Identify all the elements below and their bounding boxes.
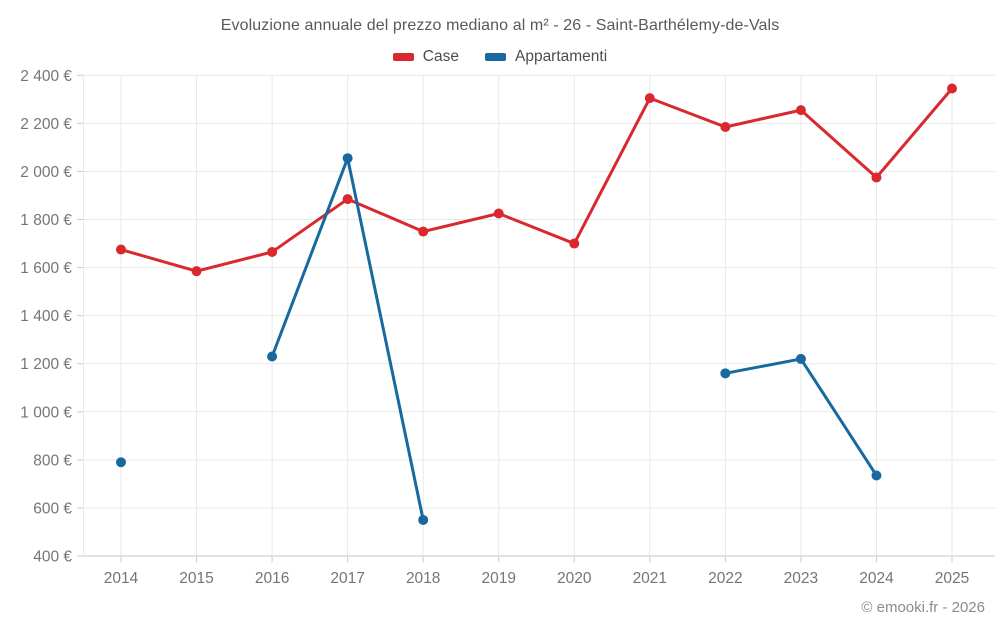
data-point-case-2023[interactable] (795, 105, 806, 116)
data-point-appartamenti-2022[interactable] (720, 368, 731, 379)
y-tick-label: 1 200 € (20, 356, 72, 373)
copyright-credit: © emooki.fr - 2026 (861, 599, 985, 616)
data-point-appartamenti-2023[interactable] (795, 353, 806, 364)
chart-legend: Case Appartamenti (0, 48, 1000, 66)
legend-swatch-icon (484, 53, 506, 61)
x-tick-label: 2019 (481, 570, 515, 587)
legend-item-case[interactable]: Case (392, 48, 459, 66)
data-point-appartamenti-2016[interactable] (267, 351, 278, 362)
y-tick-label: 400 € (33, 549, 72, 566)
data-point-case-2014[interactable] (116, 244, 126, 255)
x-tick-label: 2022 (708, 570, 742, 587)
legend-label: Appartamenti (514, 48, 608, 65)
data-point-case-2019[interactable] (493, 208, 504, 219)
y-tick-label: 600 € (33, 500, 72, 517)
data-point-case-2016[interactable] (267, 246, 278, 257)
data-point-case-2018[interactable] (418, 226, 429, 237)
x-tick-label: 2020 (557, 570, 592, 587)
data-point-case-2017[interactable] (342, 194, 353, 205)
data-point-case-2022[interactable] (720, 121, 731, 132)
data-point-appartamenti-2018[interactable] (418, 514, 429, 525)
data-point-case-2015[interactable] (191, 266, 202, 277)
y-tick-label: 2 400 € (20, 68, 72, 85)
y-tick-label: 1 600 € (20, 260, 72, 277)
data-point-case-2020[interactable] (569, 238, 580, 249)
y-tick-label: 2 000 € (20, 164, 72, 181)
data-point-appartamenti-2017[interactable] (342, 153, 353, 164)
legend-item-appartamenti[interactable]: Appartamenti (484, 48, 608, 66)
data-point-case-2021[interactable] (644, 93, 655, 104)
y-tick-label: 2 200 € (20, 116, 72, 133)
x-tick-label: 2023 (784, 570, 818, 587)
x-tick-label: 2018 (406, 570, 440, 587)
x-tick-label: 2015 (179, 570, 213, 587)
data-point-appartamenti-2014[interactable] (116, 457, 126, 468)
legend-label: Case (422, 48, 459, 65)
chart-title: Evoluzione annuale del prezzo mediano al… (220, 17, 780, 34)
x-tick-label: 2021 (633, 570, 667, 587)
y-tick-label: 1 000 € (20, 404, 72, 421)
x-tick-label: 2025 (935, 570, 969, 587)
x-tick-label: 2014 (104, 570, 139, 587)
data-point-case-2025[interactable] (947, 83, 957, 94)
y-tick-label: 1 400 € (20, 308, 72, 325)
data-point-case-2024[interactable] (871, 172, 882, 183)
data-point-appartamenti-2024[interactable] (871, 470, 882, 481)
x-tick-label: 2017 (330, 570, 364, 587)
y-tick-label: 1 800 € (20, 212, 72, 229)
x-tick-label: 2024 (859, 570, 894, 587)
series-line-case (119, 87, 954, 273)
y-tick-label: 800 € (33, 452, 72, 469)
x-tick-label: 2016 (255, 570, 289, 587)
legend-swatch-icon (392, 53, 414, 61)
